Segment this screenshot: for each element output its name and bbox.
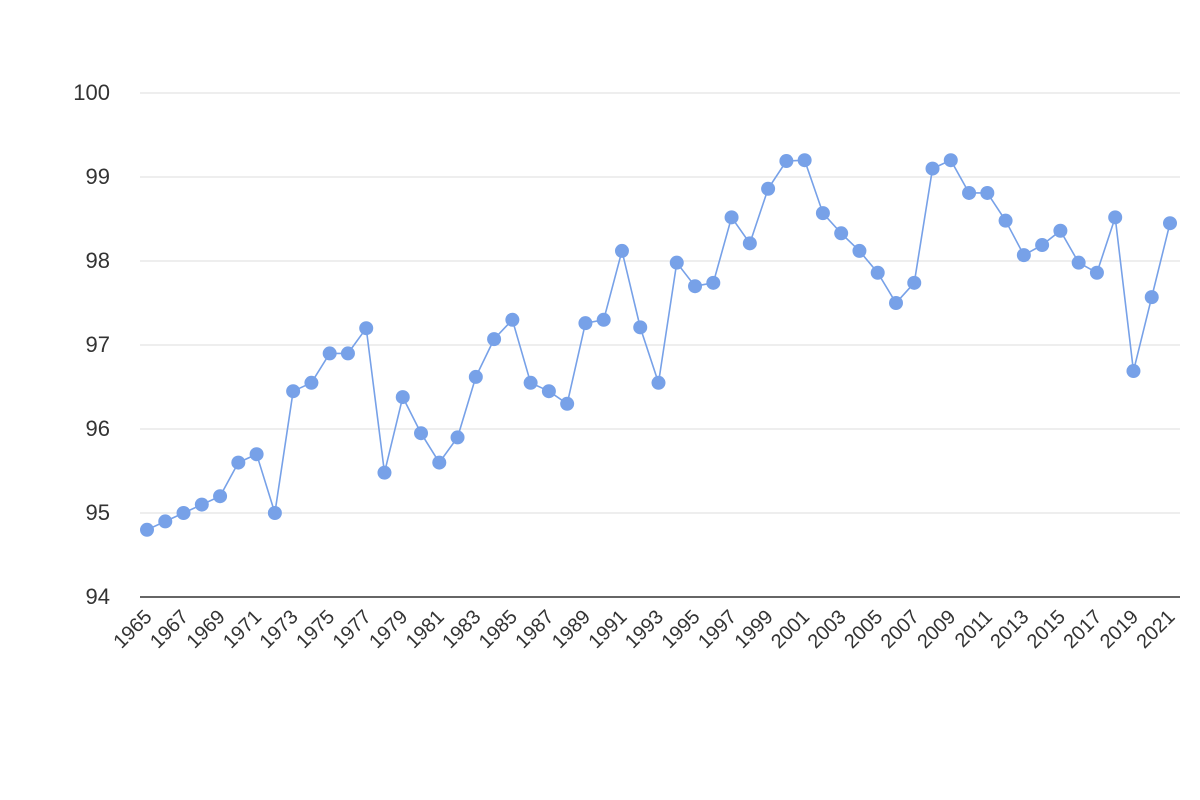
data-point (706, 275, 721, 290)
data-point (1108, 210, 1123, 225)
y-tick-label: 97 (86, 332, 110, 357)
data-point (669, 255, 684, 270)
y-tick-label: 98 (86, 248, 110, 273)
y-tick-label: 99 (86, 164, 110, 189)
data-point (761, 181, 776, 196)
data-point (304, 375, 319, 390)
data-point (852, 243, 867, 258)
x-tick-label: 1999 (731, 606, 778, 653)
x-tick-label: 1975 (292, 606, 339, 653)
data-point (213, 489, 228, 504)
y-tick-label: 100 (73, 80, 110, 105)
x-tick-label: 2001 (767, 606, 814, 653)
data-point (140, 522, 154, 537)
data-point (450, 430, 465, 445)
data-point (1089, 265, 1104, 280)
data-point (322, 346, 337, 361)
x-tick-label: 1969 (183, 606, 230, 653)
data-point (870, 265, 885, 280)
data-point (505, 312, 520, 327)
data-point (925, 161, 940, 176)
x-tick-label: 1987 (511, 606, 558, 653)
x-tick-label: 2019 (1096, 606, 1143, 653)
data-point (1035, 238, 1050, 253)
data-point (158, 514, 173, 529)
data-point (176, 506, 191, 520)
data-point (432, 455, 447, 470)
y-tick-label: 95 (86, 500, 110, 525)
data-point (487, 332, 502, 347)
x-tick-label: 2011 (951, 606, 997, 652)
data-point (578, 316, 593, 331)
x-tick-label: 1991 (584, 606, 631, 653)
data-point (395, 390, 410, 405)
data-point (779, 154, 794, 169)
x-tick-label: 2013 (986, 606, 1033, 653)
data-point (724, 210, 739, 225)
x-tick-label: 1989 (548, 606, 595, 653)
data-point (888, 296, 903, 310)
data-point (907, 275, 922, 290)
x-tick-label: 1965 (110, 606, 157, 653)
y-tick-label: 96 (86, 416, 110, 441)
x-tick-label: 2009 (913, 606, 960, 653)
x-tick-label: 2021 (1133, 606, 1180, 653)
data-point (614, 243, 629, 258)
data-point (596, 312, 611, 327)
data-point (1144, 290, 1159, 305)
x-tick-label: 1985 (475, 606, 522, 653)
x-tick-label: 2017 (1059, 606, 1106, 653)
x-tick-label: 2003 (804, 606, 851, 653)
data-point (1053, 223, 1068, 238)
y-tick-label: 94 (86, 584, 110, 609)
data-point (267, 506, 282, 520)
data-point (541, 384, 556, 399)
data-point (194, 497, 209, 512)
x-tick-label: 1993 (621, 606, 668, 653)
x-tick-label: 1973 (256, 606, 303, 653)
data-point (414, 426, 429, 441)
data-point (834, 226, 849, 241)
data-point (468, 369, 483, 384)
x-tick-label: 2015 (1023, 606, 1070, 653)
data-point (1071, 255, 1086, 270)
x-tick-label: 1979 (365, 606, 412, 653)
data-point (633, 320, 648, 335)
data-point (1016, 248, 1031, 263)
data-point (560, 396, 575, 411)
x-tick-label: 2007 (877, 606, 924, 653)
data-point (286, 384, 301, 399)
data-point (815, 206, 830, 221)
x-tick-label: 1981 (402, 606, 449, 653)
x-tick-label: 1977 (329, 606, 376, 653)
data-point (1163, 216, 1177, 231)
x-tick-label: 1995 (658, 606, 705, 653)
data-point (797, 153, 812, 168)
data-point (340, 346, 355, 361)
data-point (523, 375, 538, 390)
x-tick-label: 1971 (219, 606, 266, 653)
x-tick-label: 1983 (438, 606, 485, 653)
data-point (742, 236, 757, 251)
data-point (651, 375, 666, 390)
data-point (943, 153, 958, 168)
x-tick-label: 1997 (694, 606, 741, 653)
data-point (231, 455, 246, 470)
data-point (998, 213, 1013, 228)
x-tick-label: 1967 (146, 606, 193, 653)
data-point (980, 185, 995, 200)
x-tick-label: 2005 (840, 606, 887, 653)
data-point (377, 465, 392, 480)
data-point (688, 279, 703, 294)
data-point (1126, 364, 1141, 379)
data-point (359, 321, 374, 336)
data-point (249, 447, 264, 462)
data-point (962, 185, 977, 200)
